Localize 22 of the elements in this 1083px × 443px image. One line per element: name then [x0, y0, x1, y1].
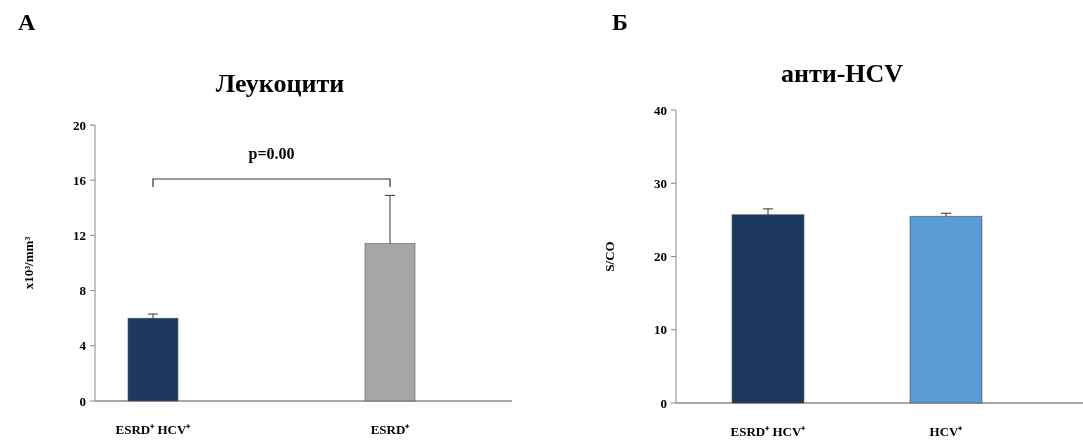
- x-tick-label: ESRD⁺ HCV⁺: [115, 422, 192, 437]
- chart-title: Леукоцити: [215, 69, 345, 98]
- y-tick-label: 8: [79, 283, 87, 299]
- y-tick-label: 16: [73, 172, 87, 188]
- x-tick-label: ESRD⁺: [370, 422, 411, 437]
- y-tick-label: 40: [654, 102, 667, 118]
- y-tick-label: 10: [654, 322, 667, 338]
- y-tick-label: 30: [654, 175, 667, 191]
- y-axis-title: x10³/mm³: [21, 236, 36, 290]
- chart-title: анти-HCV: [780, 59, 904, 88]
- y-axis-title: S/CO: [602, 241, 617, 272]
- y-tick-label: 20: [73, 117, 86, 133]
- y-tick-label: 12: [73, 227, 86, 243]
- y-tick-label: 0: [79, 393, 86, 409]
- annotation: p=0.00: [248, 145, 295, 163]
- text: Б: [612, 9, 628, 35]
- x-tick-label: HCV⁺: [929, 424, 964, 439]
- x-tick-label: ESRD⁺ HCV⁺: [730, 424, 807, 439]
- y-tick-label: 20: [654, 249, 667, 265]
- y-tick-label: 0: [660, 395, 667, 411]
- y-tick-label: 4: [79, 338, 87, 354]
- text: А: [18, 9, 36, 35]
